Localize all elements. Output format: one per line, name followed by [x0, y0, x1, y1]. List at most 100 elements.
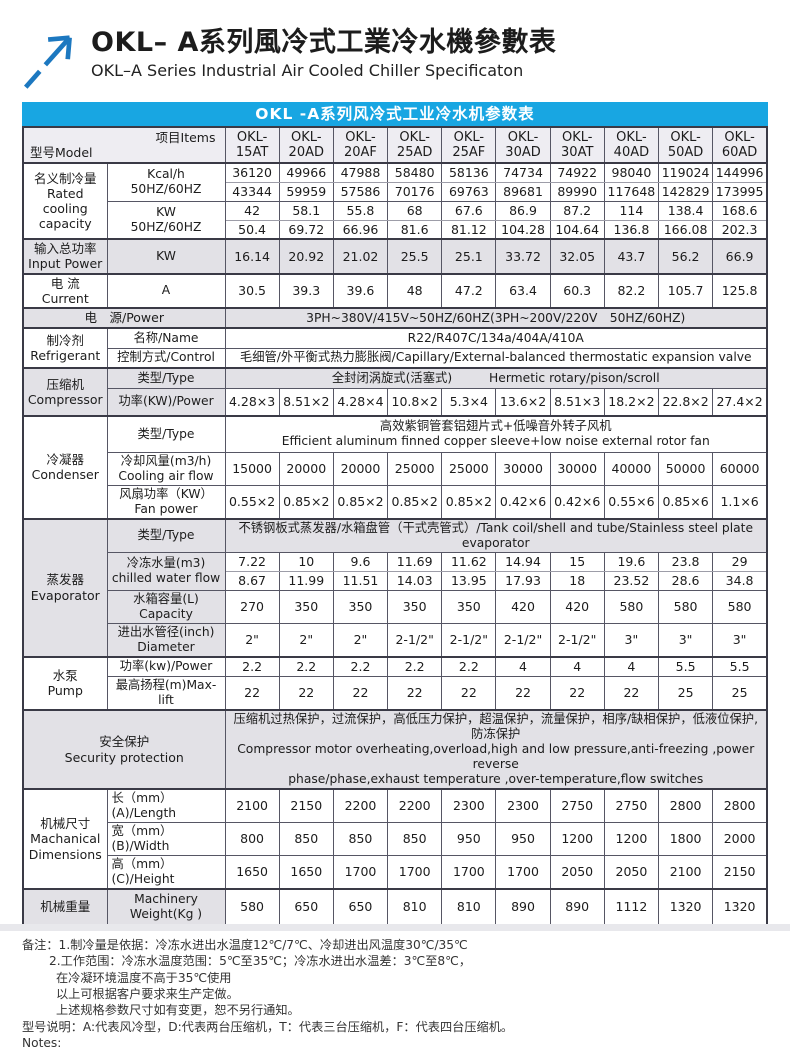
table-row: 冷却风量(m3/h) Cooling air flow 15000 20000 2000… [23, 451, 768, 486]
value-cell: 11.99 [278, 570, 334, 591]
value-cell: 1700 [441, 855, 497, 890]
value-cell: 23.8 [657, 551, 714, 572]
value-cell: 22 [387, 676, 443, 711]
model-items-diagonal-header: 型号Model 项目Items [22, 126, 226, 164]
value-cell: 1.1×6 [712, 484, 768, 519]
value-cell: 47.2 [441, 272, 497, 309]
value-cell: 4 [603, 655, 660, 677]
value-cell: 580 [603, 589, 660, 624]
row-item-label: 冷冻水量(m3) chilled water flow [106, 551, 226, 591]
row-group-label: 机械尺寸 Machanical Dimensions [22, 788, 108, 890]
table-row: 43344 59959 57586 70176 69763 89681 89990 11764… [23, 181, 768, 202]
value-cell: 420 [495, 589, 551, 624]
diag-model-label: 型号Model [30, 144, 93, 160]
value-cell: 30000 [495, 451, 551, 486]
value-cell: 40000 [603, 451, 660, 486]
value-cell: 20000 [278, 451, 334, 486]
value-cell: 168.6 [712, 200, 768, 221]
model-column-header: OKL- 40AD [603, 126, 660, 164]
model-column-header: OKL- 20AF [332, 126, 389, 164]
row-item-label: 进出水管径(inch) Diameter [106, 622, 226, 657]
document-header: OKL– A系列風冷式工業冷水機參數表 OKL–A Series Industr… [22, 0, 768, 91]
value-cell: 25 [657, 676, 714, 711]
value-cell: 11.51 [332, 570, 389, 591]
value-cell: 2800 [712, 788, 768, 823]
value-cell: 30000 [549, 451, 605, 486]
value-cell: 15 [549, 551, 605, 572]
value-cell: 136.8 [603, 219, 660, 240]
value-cell: 138.4 [657, 200, 714, 221]
value-cell: 70176 [387, 181, 443, 202]
value-cell: 350 [441, 589, 497, 624]
value-cell: 2100 [657, 855, 714, 890]
value-cell: 66.9 [712, 238, 768, 274]
value-cell: 1200 [549, 822, 605, 856]
value-cell: 850 [278, 822, 334, 856]
value-cell: 4 [549, 655, 605, 677]
note-line: Notes: [22, 1036, 62, 1051]
value-cell: 60000 [712, 451, 768, 486]
value-cell: 104.64 [549, 219, 605, 240]
value-cell: 2.2 [224, 655, 280, 677]
value-cell: 34.8 [712, 570, 768, 591]
value-cell: 68 [387, 200, 443, 221]
value-cell: 104.28 [495, 219, 551, 240]
bottom-strip [0, 924, 790, 931]
value-cell: 25000 [387, 451, 443, 486]
value-cell: 0.42×6 [495, 484, 551, 519]
row-item-label: 功率(kw)/Power [106, 655, 226, 677]
table-row: 宽（mm）(B)/Width 800 850 850 850 950 950 1200 1200… [23, 822, 768, 856]
value-cell: 950 [495, 822, 551, 856]
value-cell: 10.8×2 [387, 387, 443, 417]
value-cell: 66.96 [332, 219, 389, 240]
arrow-logo-icon [23, 35, 72, 89]
value-cell: 202.3 [712, 219, 768, 240]
row-group-label: 蒸发器 Evaporator [22, 517, 108, 657]
value-cell: 2050 [603, 855, 660, 890]
value-cell: 69.72 [278, 219, 334, 240]
value-cell: 13.6×2 [495, 387, 551, 417]
value-cell: 48 [387, 272, 443, 309]
value-cell: 74922 [549, 162, 605, 183]
merged-value-cell: 全封闭涡旋式(活塞式) Hermetic rotary/pison/scroll [224, 367, 768, 389]
value-cell: 27.4×2 [712, 387, 768, 417]
value-cell: 2800 [657, 788, 714, 823]
value-cell: 650 [332, 888, 389, 926]
model-column-header: OKL- 20AD [278, 126, 334, 164]
value-cell: 1650 [278, 855, 334, 890]
value-cell: 1320 [712, 888, 768, 926]
value-cell: 2750 [549, 788, 605, 823]
value-cell: 2050 [549, 855, 605, 890]
value-cell: 4 [495, 655, 551, 677]
value-cell: 22 [278, 676, 334, 711]
value-cell: 4.28×4 [332, 387, 389, 417]
row-group-label: 电 源/Power [22, 307, 226, 329]
value-cell: 33.72 [495, 238, 551, 274]
value-cell: 2750 [603, 788, 660, 823]
value-cell: 21.02 [332, 238, 389, 274]
model-column-header: OKL- 15AT [224, 126, 280, 164]
value-cell: 8.67 [224, 570, 280, 591]
model-column-header: OKL- 25AD [387, 126, 443, 164]
value-cell: 2000 [712, 822, 768, 856]
merged-value-cell: 高效紫铜管套铝翅片式+低噪音外转子风机 Efficient aluminum fi… [224, 415, 768, 453]
value-cell: 0.85×2 [278, 484, 334, 519]
value-cell: 18 [549, 570, 605, 591]
value-cell: 18.2×2 [603, 387, 660, 417]
note-line: 上述规格参数尺寸如有变更，恕不另行通知。 [56, 1003, 300, 1018]
value-cell: 850 [387, 822, 443, 856]
value-cell: 890 [495, 888, 551, 926]
value-cell: 14.03 [387, 570, 443, 591]
value-cell: 0.42×6 [549, 484, 605, 519]
value-cell: 350 [387, 589, 443, 624]
value-cell: 23.52 [603, 570, 660, 591]
value-cell: 20000 [332, 451, 389, 486]
value-cell: 2.2 [332, 655, 389, 677]
value-cell: 950 [441, 822, 497, 856]
row-item-label: 最高扬程(m)Max-lift [106, 676, 226, 711]
value-cell: 50.4 [224, 219, 280, 240]
row-group-label: 机械重量 [22, 888, 108, 926]
value-cell: 5.5 [712, 655, 768, 677]
value-cell: 142829 [657, 181, 714, 202]
